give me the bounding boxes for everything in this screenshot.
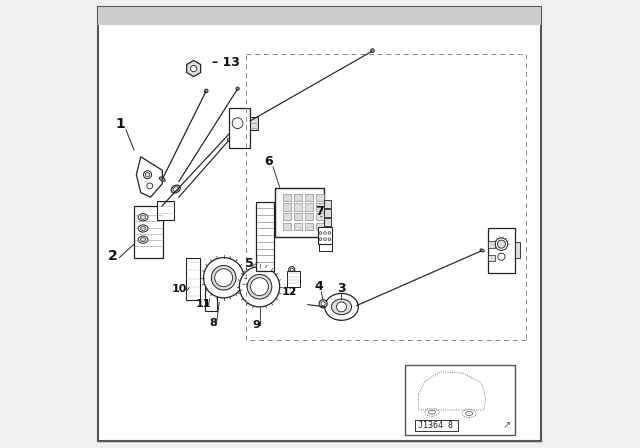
- Ellipse shape: [204, 258, 244, 298]
- Polygon shape: [187, 60, 201, 77]
- Bar: [316, 213, 324, 220]
- Bar: [186, 258, 200, 300]
- Bar: [316, 203, 324, 211]
- Bar: [316, 194, 324, 201]
- Bar: [415, 420, 458, 431]
- Bar: [515, 242, 520, 258]
- Bar: [294, 223, 302, 230]
- Text: 3: 3: [337, 282, 346, 295]
- Text: 9: 9: [252, 320, 260, 330]
- Ellipse shape: [173, 187, 179, 191]
- Bar: [99, 7, 541, 25]
- Ellipse shape: [428, 410, 436, 414]
- Ellipse shape: [138, 236, 148, 243]
- Ellipse shape: [332, 299, 351, 314]
- Ellipse shape: [321, 302, 325, 306]
- Text: J1364 8: J1364 8: [418, 421, 452, 430]
- Bar: [305, 203, 313, 211]
- Bar: [134, 206, 163, 258]
- Ellipse shape: [140, 238, 146, 242]
- Bar: [287, 271, 300, 287]
- Ellipse shape: [239, 267, 280, 307]
- Bar: [294, 194, 302, 201]
- Text: – 13: – 13: [212, 56, 239, 69]
- Ellipse shape: [236, 87, 239, 90]
- Bar: [284, 194, 291, 201]
- Ellipse shape: [319, 232, 322, 234]
- Text: 11: 11: [196, 299, 211, 309]
- Ellipse shape: [159, 177, 165, 181]
- Bar: [250, 117, 258, 130]
- Text: 5: 5: [245, 257, 253, 270]
- Ellipse shape: [425, 408, 439, 416]
- Bar: [257, 278, 282, 316]
- Ellipse shape: [462, 409, 476, 418]
- Bar: [317, 227, 332, 244]
- Ellipse shape: [324, 238, 326, 241]
- Polygon shape: [136, 157, 163, 197]
- Ellipse shape: [497, 240, 506, 248]
- Text: 2: 2: [108, 249, 118, 263]
- Text: 12: 12: [282, 287, 298, 297]
- Ellipse shape: [147, 183, 153, 189]
- Ellipse shape: [140, 227, 146, 231]
- Ellipse shape: [211, 265, 236, 290]
- Ellipse shape: [138, 214, 148, 221]
- Bar: [488, 228, 515, 273]
- Ellipse shape: [319, 238, 322, 241]
- Ellipse shape: [328, 232, 331, 234]
- Bar: [488, 241, 495, 248]
- Text: 6: 6: [264, 155, 273, 168]
- Ellipse shape: [290, 268, 293, 271]
- Bar: [284, 203, 291, 211]
- Ellipse shape: [324, 293, 358, 320]
- Ellipse shape: [232, 118, 243, 129]
- Ellipse shape: [250, 278, 269, 296]
- Ellipse shape: [319, 300, 327, 308]
- Ellipse shape: [289, 267, 295, 273]
- Bar: [305, 213, 313, 220]
- Bar: [228, 108, 250, 148]
- Bar: [324, 200, 332, 208]
- Bar: [324, 209, 332, 217]
- Ellipse shape: [145, 172, 150, 177]
- Bar: [205, 281, 218, 311]
- Ellipse shape: [227, 138, 230, 142]
- Bar: [294, 203, 302, 211]
- Ellipse shape: [465, 411, 473, 416]
- Ellipse shape: [215, 269, 233, 287]
- Ellipse shape: [495, 238, 508, 250]
- Ellipse shape: [247, 274, 272, 299]
- Bar: [488, 255, 495, 261]
- Ellipse shape: [498, 253, 505, 260]
- Ellipse shape: [204, 89, 208, 93]
- Bar: [294, 213, 302, 220]
- Ellipse shape: [138, 225, 148, 232]
- Text: 4: 4: [314, 280, 323, 293]
- Bar: [284, 213, 291, 220]
- Ellipse shape: [480, 249, 484, 252]
- Ellipse shape: [140, 215, 146, 220]
- Bar: [324, 218, 332, 226]
- Bar: [305, 223, 313, 230]
- Ellipse shape: [171, 185, 180, 193]
- Text: 7: 7: [315, 205, 323, 218]
- Bar: [157, 201, 175, 220]
- Text: 8: 8: [209, 318, 217, 328]
- Ellipse shape: [191, 65, 197, 72]
- Bar: [284, 223, 291, 230]
- Ellipse shape: [371, 49, 374, 52]
- Ellipse shape: [337, 302, 346, 312]
- Bar: [405, 365, 515, 435]
- Text: ↗: ↗: [502, 420, 511, 430]
- Ellipse shape: [143, 171, 152, 179]
- Text: 10: 10: [171, 284, 187, 294]
- Ellipse shape: [324, 232, 326, 234]
- Bar: [316, 223, 324, 230]
- Bar: [256, 202, 274, 271]
- Ellipse shape: [328, 238, 331, 241]
- Bar: [275, 188, 324, 237]
- Bar: [305, 194, 313, 201]
- Text: 1: 1: [116, 116, 125, 131]
